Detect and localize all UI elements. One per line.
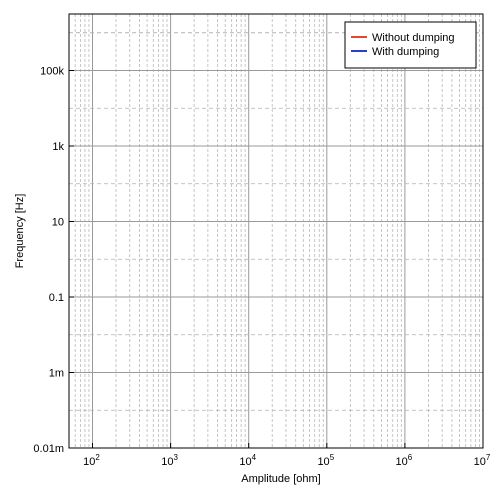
x-tick-label: 107 (474, 453, 491, 468)
plot-frame (68, 13, 484, 449)
x-tick-label: 103 (161, 453, 178, 468)
y-tick-label: 100k (40, 66, 64, 78)
y-tick-label: 1m (49, 368, 64, 380)
x-tick-label: 102 (83, 453, 100, 468)
y-tick-label: 0.1 (49, 292, 64, 304)
legend: Without dumping With dumping (344, 21, 477, 69)
x-tick-label: 104 (239, 453, 256, 468)
y-tick-label: 10 (52, 217, 64, 229)
x-tick-labels: 102 103 104 105 106 107 (83, 453, 491, 468)
y-axis-label: Frequency [Hz] (14, 194, 26, 269)
legend-box (344, 21, 477, 69)
x-axis-label: Amplitude [ohm] (241, 473, 320, 485)
grid (68, 14, 484, 449)
y-tick-label: 0.01m (33, 443, 64, 455)
ticks (69, 70, 484, 449)
legend-label: Without dumping (372, 32, 455, 44)
x-tick-label: 105 (317, 453, 334, 468)
x-tick-label: 106 (396, 453, 413, 468)
y-tick-labels: 0.01m 1m 0.1 10 1k 100k (33, 66, 64, 456)
y-tick-label: 1k (52, 141, 64, 153)
legend-label: With dumping (372, 46, 439, 58)
